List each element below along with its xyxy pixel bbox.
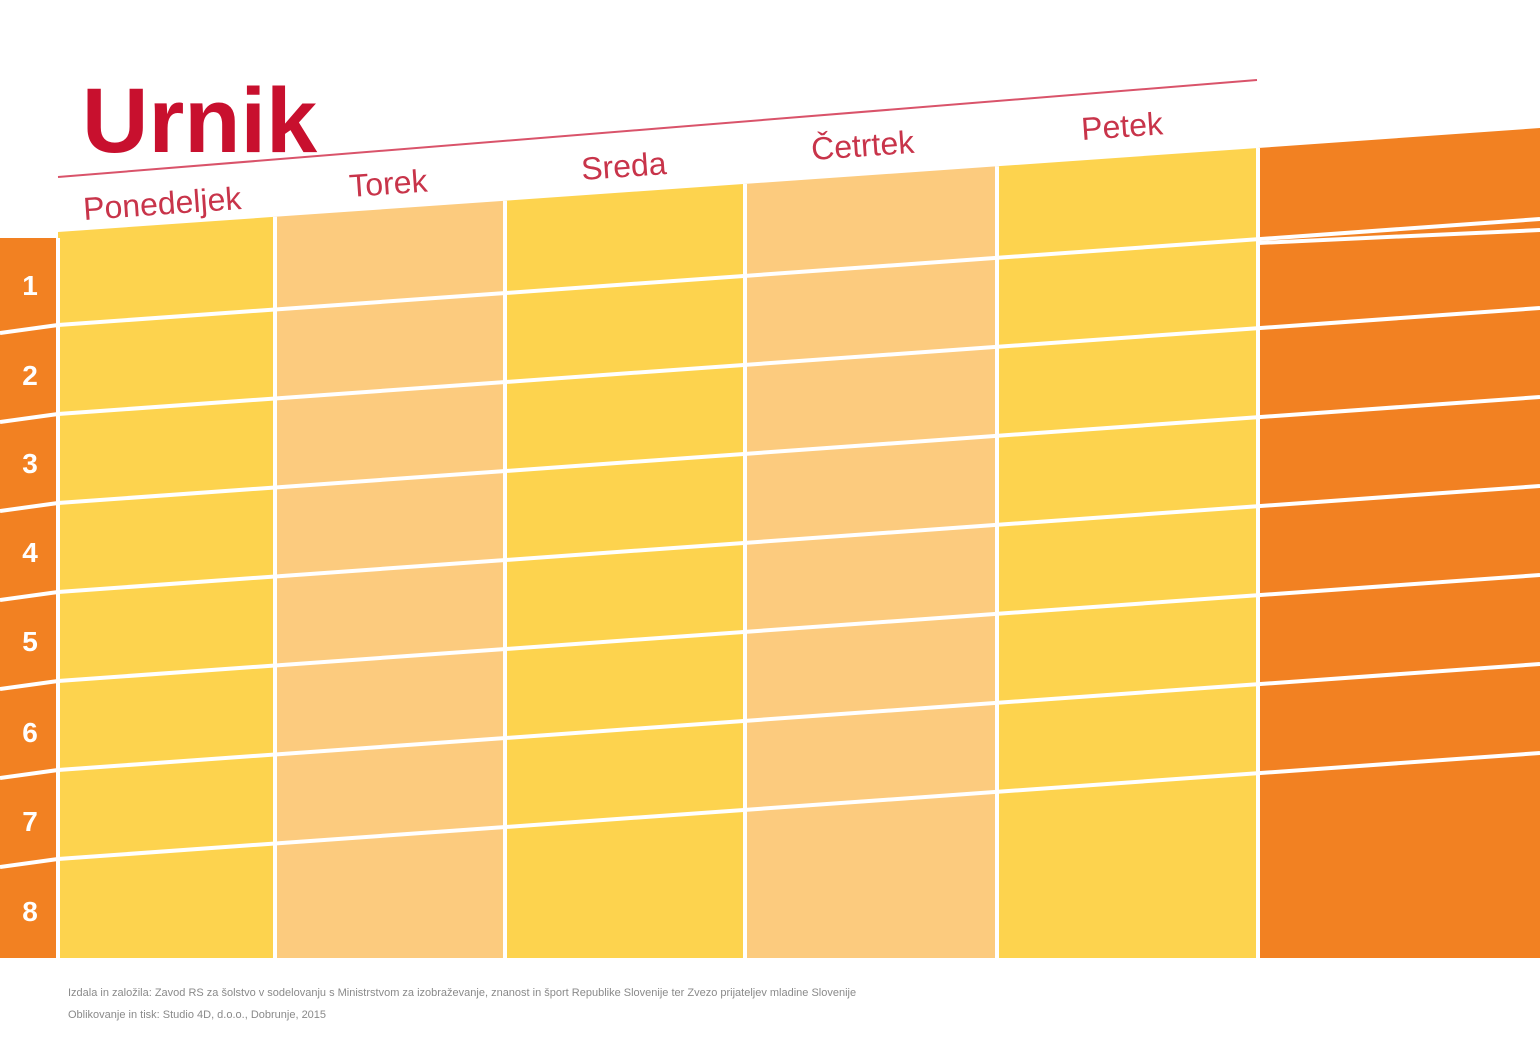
day-column-2 xyxy=(275,200,505,958)
column-separators xyxy=(56,148,1260,958)
period-number-2: 2 xyxy=(22,360,38,391)
row-separator-1 xyxy=(57,217,1540,327)
row-separator-strip-7 xyxy=(0,857,59,869)
period-number-4: 4 xyxy=(22,537,38,568)
row-separator-strip-4 xyxy=(0,590,59,602)
row-separator-panel-top xyxy=(1257,228,1540,245)
day-column-4 xyxy=(745,166,997,958)
day-label-5: Petek xyxy=(1080,105,1165,147)
period-numbers: 1 2 3 4 5 6 7 8 xyxy=(22,270,38,927)
day-column-5 xyxy=(997,148,1258,958)
row-separator-strip-3 xyxy=(0,501,59,513)
footer-line-1: Izdala in založila: Zavod RS za šolstvo … xyxy=(68,987,857,999)
period-number-5: 5 xyxy=(22,626,38,657)
day-label-3: Sreda xyxy=(580,145,668,187)
notes-panel xyxy=(1258,128,1540,958)
row-separator-7 xyxy=(57,751,1540,861)
row-separator-strip-2 xyxy=(0,412,59,424)
period-number-3: 3 xyxy=(22,448,38,479)
period-number-7: 7 xyxy=(22,806,38,837)
period-number-8: 8 xyxy=(22,896,38,927)
row-separators xyxy=(0,217,1540,869)
period-number-1: 1 xyxy=(22,270,38,301)
row-separator-strip-6 xyxy=(0,768,59,780)
day-label-2: Torek xyxy=(348,163,430,204)
row-separator-2 xyxy=(57,306,1540,416)
row-separator-6 xyxy=(57,662,1540,772)
header-rule xyxy=(57,79,1258,178)
page-title: Urnik xyxy=(82,70,318,172)
day-column-3 xyxy=(505,183,745,958)
row-separator-3 xyxy=(57,395,1540,505)
row-separator-5 xyxy=(57,573,1540,683)
row-separator-strip-5 xyxy=(0,679,59,691)
row-separator-strip-1 xyxy=(0,323,59,335)
footer-credits: Izdala in založila: Zavod RS za šolstvo … xyxy=(68,982,1268,1026)
footer-line-2: Oblikovanje in tisk: Studio 4D, d.o.o., … xyxy=(68,1009,327,1021)
day-label-4: Četrtek xyxy=(810,124,916,167)
row-separator-4 xyxy=(57,484,1540,594)
day-columns xyxy=(58,148,1258,958)
period-number-6: 6 xyxy=(22,717,38,748)
